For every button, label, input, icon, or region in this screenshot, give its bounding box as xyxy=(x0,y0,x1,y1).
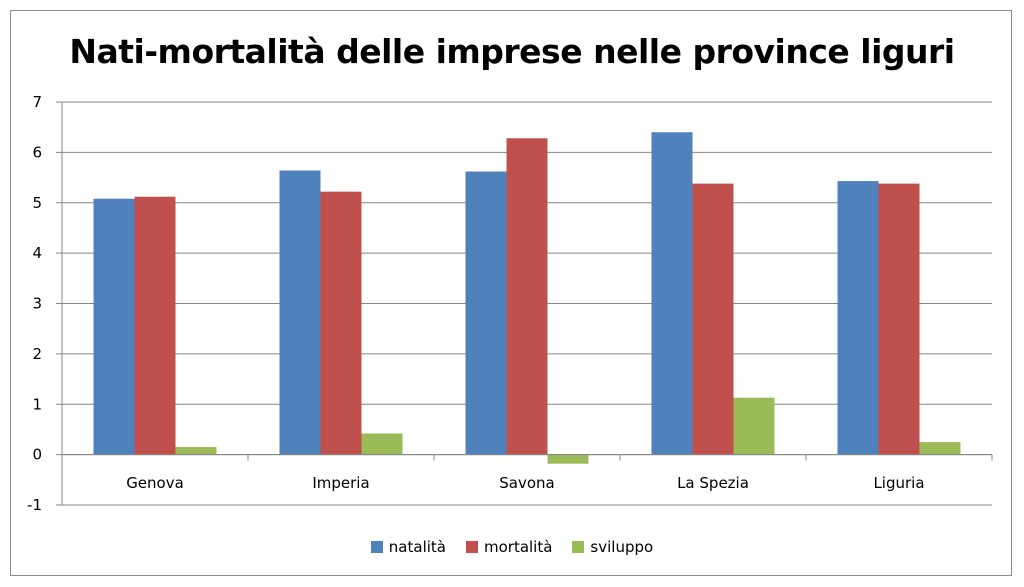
y-tick-label: 1 xyxy=(32,395,42,413)
category-label: Savona xyxy=(499,474,554,492)
bar xyxy=(878,183,920,455)
bar xyxy=(733,397,775,455)
y-tick-label: 6 xyxy=(32,143,42,161)
legend-swatch xyxy=(465,541,478,553)
category-label: Liguria xyxy=(873,474,924,492)
bar xyxy=(651,132,693,455)
y-tick-label: 3 xyxy=(32,295,42,313)
category-label: La Spezia xyxy=(677,474,749,492)
legend-swatch xyxy=(370,541,383,553)
category-label: Genova xyxy=(126,474,184,492)
bar xyxy=(93,198,135,455)
y-tick-label: 4 xyxy=(32,244,42,262)
legend-label: sviluppo xyxy=(590,538,654,556)
legend-item: sviluppo xyxy=(572,538,653,556)
bar xyxy=(320,191,362,455)
y-tick-label: 7 xyxy=(32,93,42,111)
y-tick-label: -1 xyxy=(27,496,42,514)
y-tick-label: 2 xyxy=(32,345,42,363)
legend-swatch xyxy=(572,541,585,553)
chart-legend: natalità mortalità sviluppo xyxy=(0,538,1024,556)
chart-title: Nati-mortalità delle imprese nelle provi… xyxy=(69,32,955,71)
bar xyxy=(361,433,403,455)
legend-item: mortalità xyxy=(465,538,553,556)
bar xyxy=(465,171,507,455)
y-tick-label: 0 xyxy=(32,446,42,464)
bar xyxy=(279,170,321,455)
bar xyxy=(837,181,879,455)
category-label: Imperia xyxy=(312,474,369,492)
legend-label: natalità xyxy=(388,538,446,556)
bar xyxy=(692,183,734,455)
bar xyxy=(134,196,176,455)
bar xyxy=(506,138,548,455)
legend-label: mortalità xyxy=(483,538,553,556)
bar xyxy=(175,447,217,455)
bar xyxy=(919,442,961,455)
y-tick-label: 5 xyxy=(32,194,42,212)
bar xyxy=(547,454,589,464)
legend-item: natalità xyxy=(370,538,446,556)
